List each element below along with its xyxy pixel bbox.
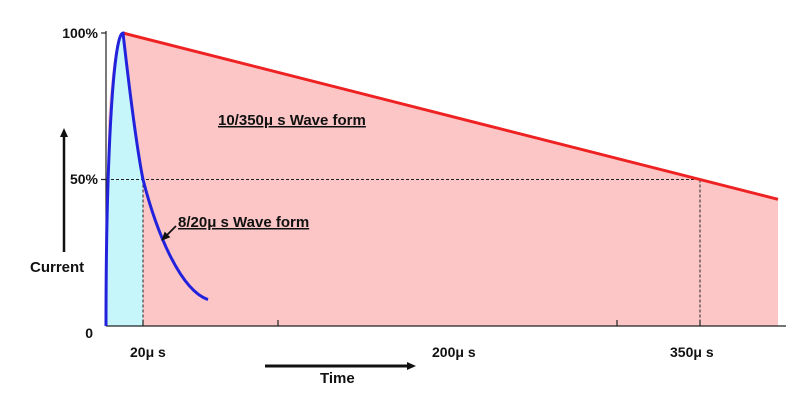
y-tick-label-50: 50% [70, 171, 99, 187]
wave-10-350-curve [122, 31, 779, 201]
x-tick-label-200: 200μ s [432, 344, 476, 360]
wave-8-20-pointer-arrow [161, 225, 177, 241]
x-tick-label-350: 350μ s [670, 344, 714, 360]
x-tick-label-20: 20μ s [130, 344, 166, 360]
y-axis-label: Current [30, 259, 84, 276]
wave-8-20-fill-area [106, 33, 143, 326]
y-tick-label-0: 0 [85, 325, 93, 341]
wave-10-350-label: 10/350μ s Wave form [218, 112, 366, 129]
y-tick-label-100: 100% [62, 25, 98, 41]
wave-8-20-curve [104, 31, 209, 327]
wave-8-20-label: 8/20μ s Wave form [178, 214, 309, 231]
x-axis-label: Time [320, 370, 355, 387]
